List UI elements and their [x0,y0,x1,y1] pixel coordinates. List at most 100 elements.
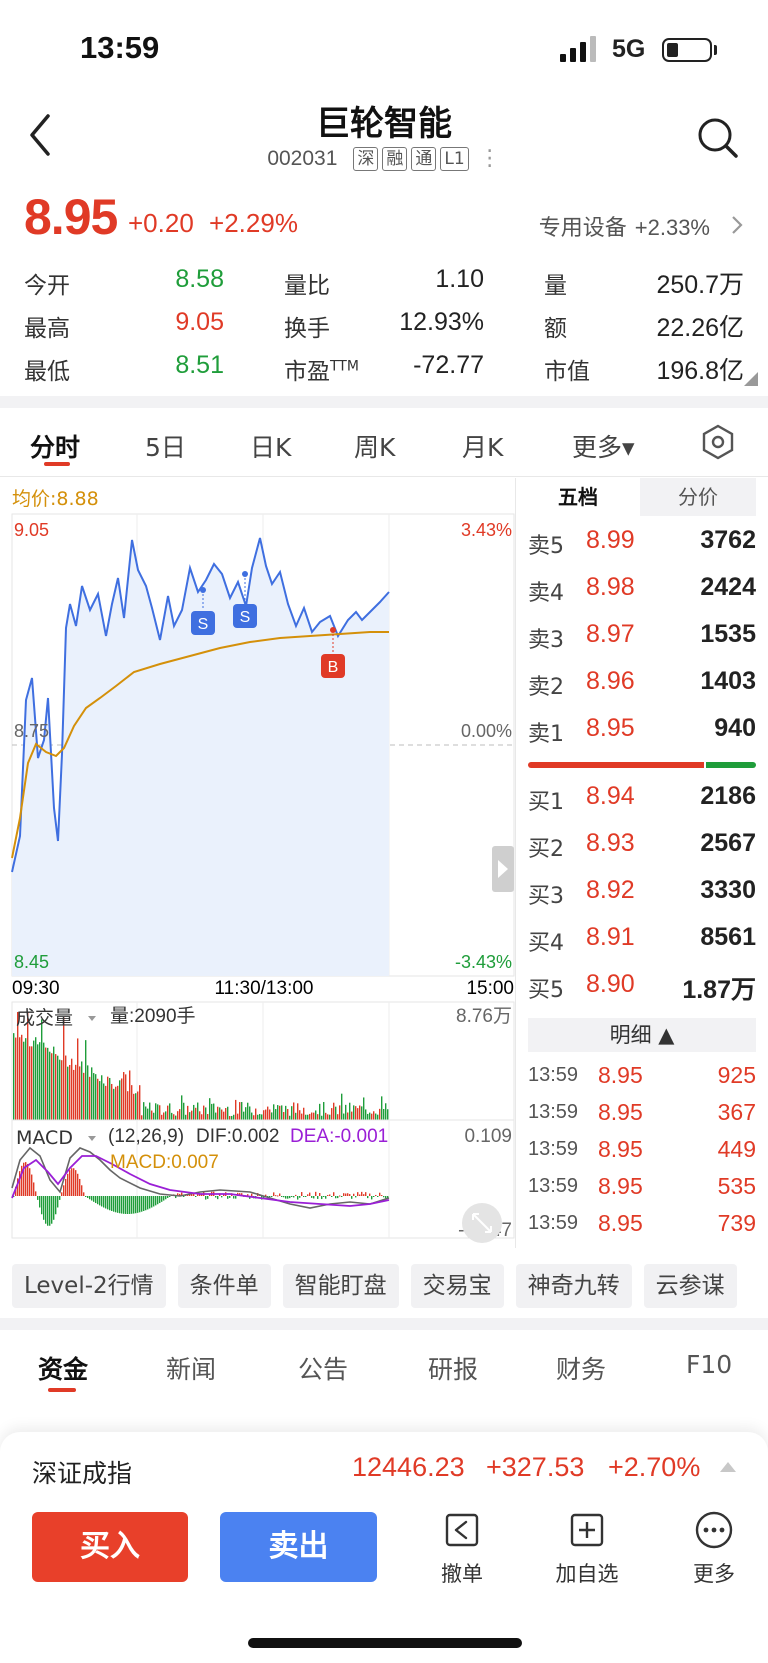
back-button[interactable] [22,110,62,160]
macd-bar [159,1196,161,1204]
volume-bar [137,1091,139,1120]
macd-bar [295,1194,297,1196]
tab-intraday[interactable]: 分时 [30,433,81,462]
search-button[interactable] [694,114,740,160]
chip-nine-turn[interactable]: 神奇九转 [515,1264,632,1308]
more-dots-icon[interactable]: ⋮ [478,146,501,171]
macd-value: MACD:0.007 [110,1152,219,1173]
sell-marker-2 [233,604,257,628]
macd-bar [187,1194,189,1196]
index-name[interactable]: 深证成指 [32,1459,133,1488]
bid-row-5-label: 买5 [528,978,564,1003]
volume-bar [247,1102,249,1120]
sector-link[interactable]: 专用设备 +2.33% [539,210,710,242]
volume-bar [365,1109,367,1120]
macd-bar [95,1196,97,1204]
macd-top: 0.109 [464,1126,512,1147]
bottom-tab-underline [48,1388,76,1392]
chip-level2[interactable]: Level-2行情 [12,1264,166,1308]
macd-bar [331,1196,333,1197]
bid-row-2-label: 买2 [528,837,564,862]
more-actions-button[interactable]: 更多 [674,1510,754,1588]
expand-up-icon[interactable] [720,1462,736,1472]
volume-bar [163,1112,165,1120]
tag-tong[interactable]: 通 [411,146,437,171]
bid-row-5[interactable]: 买5 8.90 1.87万 [528,964,756,1010]
tab-announcements[interactable]: 公告 [298,1355,349,1384]
buy-button[interactable]: 买入 [32,1512,188,1582]
volume-bar [51,1053,53,1120]
cancel-order-button[interactable]: 撤单 [422,1510,502,1588]
macd-bar [81,1185,83,1196]
bid-row-4[interactable]: 买4 8.91 8561 [528,917,756,963]
tag-shen[interactable]: 深 [353,146,379,171]
volume-bar [39,1042,41,1120]
tab-news[interactable]: 新闻 [166,1355,217,1384]
intraday-chart[interactable]: S S B 9.05 8.75 8.45 3.43% 0.00% -3.43% … [0,508,516,1248]
expand-corner-icon[interactable] [744,372,758,386]
volume-bar [277,1105,279,1120]
volume-bar [305,1114,307,1120]
tab-daily-k[interactable]: 日K [250,433,292,462]
chip-trade-bao[interactable]: 交易宝 [410,1264,504,1308]
volume-bar [29,1046,31,1120]
volume-bar [315,1110,317,1120]
volume-max: 8.76万 [456,1006,512,1027]
macd-bar [271,1196,273,1197]
tag-l1[interactable]: L1 [440,146,469,171]
tab-financials[interactable]: 财务 [556,1355,607,1384]
tab-price-distribution[interactable]: 分价 [640,478,756,516]
volume-bar [261,1114,263,1120]
volume-bar [193,1104,195,1120]
tab-funds[interactable]: 资金 [38,1355,89,1384]
macd-bar [27,1163,29,1196]
chip-cloud-advisor[interactable]: 云参谋 [643,1264,737,1308]
tab-monthly-k[interactable]: 月K [462,433,504,462]
macd-bar [305,1196,307,1197]
chip-smart-watch[interactable]: 智能盯盘 [282,1264,399,1308]
macd-bar [343,1193,345,1196]
chevron-right-icon[interactable] [730,214,744,236]
tab-five-levels[interactable]: 五档 [516,478,640,516]
tab-research[interactable]: 研报 [428,1355,479,1384]
sell-button[interactable]: 卖出 [220,1512,377,1582]
macd-bar [67,1173,69,1196]
macd-bar [123,1196,125,1214]
tab-more[interactable]: 更多▾ [572,433,635,462]
volume-bar [89,1076,91,1120]
macd-bar [121,1196,123,1214]
macd-bar [45,1196,47,1224]
bid-row-3[interactable]: 买3 8.92 3330 [528,870,756,916]
ask-row-4[interactable]: 卖4 8.98 2424 [528,567,756,613]
ask-row-5[interactable]: 卖5 8.99 3762 [528,520,756,566]
ask-row-5-price: 8.99 [586,526,635,554]
volume-bar [323,1102,325,1120]
tag-rong[interactable]: 融 [382,146,408,171]
chip-conditional-order[interactable]: 条件单 [177,1264,271,1308]
volume-bar [31,1046,33,1120]
index-value: 12446.23 [352,1452,465,1482]
macd-bar [327,1194,329,1196]
macd-bar [351,1196,353,1199]
macd-bar [143,1196,145,1212]
stat-vol-ratio-label: 量比 [284,273,330,299]
add-watchlist-button[interactable]: 加自选 [547,1510,627,1588]
stat-amount-label: 额 [544,316,567,342]
bid-row-1[interactable]: 买1 8.94 2186 [528,776,756,822]
bid-row-4-price: 8.91 [586,923,635,951]
ask-row-3[interactable]: 卖3 8.97 1535 [528,614,756,660]
volume-bar [253,1115,255,1120]
macd-bar [183,1196,185,1197]
macd-bar [349,1194,351,1196]
plus-square-icon [570,1513,604,1547]
ask-row-1[interactable]: 卖1 8.95 940 [528,708,756,754]
tab-5day[interactable]: 5日 [145,433,186,462]
detail-header[interactable]: 明细 ▲ [528,1018,756,1052]
tab-f10[interactable]: F10 [686,1350,733,1379]
tab-weekly-k[interactable]: 周K [354,433,396,462]
ask-row-2[interactable]: 卖2 8.96 1403 [528,661,756,707]
chart-settings-icon[interactable] [700,424,736,460]
bid-row-2[interactable]: 买2 8.93 2567 [528,823,756,869]
ask-row-3-volume: 1535 [700,620,756,648]
volume-bar [191,1110,193,1120]
